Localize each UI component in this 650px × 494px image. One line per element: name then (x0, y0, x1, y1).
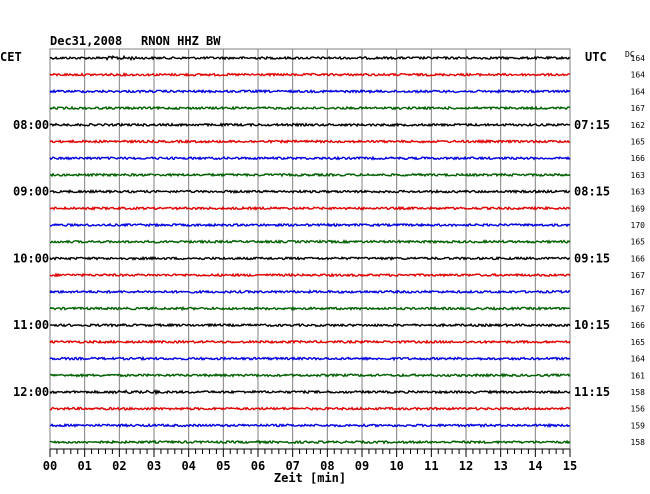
dc-offset-label: 167 (631, 305, 646, 314)
left-hour-label: 10:00 (13, 251, 49, 265)
x-tick-label: 07 (285, 459, 299, 473)
right-timezone-label: UTC (585, 50, 607, 64)
dc-offset-label: 165 (631, 138, 646, 147)
dc-offset-label: 167 (631, 104, 646, 113)
trace-6 (49, 155, 571, 161)
trace-23 (49, 439, 571, 445)
dc-offset-label: 164 (631, 355, 646, 364)
chart-station: RNON HHZ BW (141, 34, 221, 48)
trace-3 (49, 105, 571, 111)
dc-offset-label: 166 (631, 254, 646, 263)
x-tick-label: 03 (147, 459, 161, 473)
chart-date: Dec31,2008 (50, 34, 122, 48)
dc-offset-header: DC (625, 50, 635, 59)
dc-offset-label: 164 (631, 87, 646, 96)
dc-offset-label: 166 (631, 154, 646, 163)
x-tick-label: 14 (528, 459, 542, 473)
plot-frame (49, 48, 571, 450)
dc-offset-label: 170 (631, 221, 646, 230)
right-hour-label: 10:15 (574, 318, 610, 332)
dc-offset-label: 169 (631, 204, 646, 213)
right-hour-label: 08:15 (574, 185, 610, 199)
x-tick-label: 06 (251, 459, 265, 473)
x-tick-label: 13 (493, 459, 507, 473)
dc-offset-label: 164 (631, 71, 646, 80)
x-tick-label: 10 (389, 459, 403, 473)
trace-9 (49, 205, 571, 211)
trace-18 (49, 355, 571, 362)
x-tick-label: 00 (43, 459, 57, 473)
trace-1 (49, 72, 571, 78)
dc-offset-label: 163 (631, 171, 646, 180)
dc-offset-label: 158 (631, 388, 646, 397)
left-hour-label: 12:00 (13, 385, 49, 399)
seismic-traces (49, 54, 571, 445)
trace-22 (49, 422, 571, 429)
x-tick-label: 08 (320, 459, 334, 473)
x-tick-label: 05 (216, 459, 230, 473)
x-axis-title: Zeit [min] (274, 471, 346, 485)
dc-offset-label: 167 (631, 271, 646, 280)
trace-17 (49, 339, 571, 345)
dc-offset-label: 166 (631, 321, 646, 330)
dc-offset-label: 165 (631, 338, 646, 347)
right-hour-label: 11:15 (574, 385, 610, 399)
dc-offset-label: 162 (631, 121, 646, 130)
x-axis: 00 01 02 03 04 05 06 07 08 09 10 11 12 13 14 15 (43, 448, 577, 473)
trace-15 (49, 305, 571, 312)
trace-8 (49, 188, 571, 195)
right-hour-label: 07:15 (574, 118, 610, 132)
x-tick-label: 02 (112, 459, 126, 473)
trace-12 (49, 255, 571, 261)
trace-7 (49, 172, 571, 178)
dc-offset-label: 164 (631, 54, 646, 63)
trace-2 (49, 88, 571, 94)
trace-20 (49, 389, 571, 396)
x-tick-label: 01 (77, 459, 91, 473)
trace-21 (49, 406, 571, 412)
left-hour-label: 09:00 (13, 185, 49, 199)
hour-labels: 08:00 09:00 10:00 11:00 12:00 07:15 08:15 09:15… (13, 118, 610, 399)
trace-14 (49, 289, 571, 295)
trace-19 (49, 372, 571, 379)
x-tick-label: 09 (355, 459, 369, 473)
trace-4 (49, 122, 571, 128)
trace-5 (49, 139, 571, 145)
trace-16 (49, 322, 571, 328)
dc-offset-labels: 164 164 164 167 162 165 166 163 163 169 170 165 166 1… (631, 54, 646, 447)
dc-offset-label: 158 (631, 438, 646, 447)
trace-10 (50, 222, 571, 228)
left-hour-label: 11:00 (13, 318, 49, 332)
x-tick-label: 11 (424, 459, 438, 473)
minute-gridlines (84, 49, 536, 449)
trace-0 (49, 54, 571, 62)
x-tick-label: 04 (181, 459, 195, 473)
dc-offset-label: 156 (631, 405, 646, 414)
dc-offset-label: 163 (631, 188, 646, 197)
trace-13 (49, 272, 571, 278)
dc-offset-label: 167 (631, 288, 646, 297)
x-tick-label: 15 (563, 459, 577, 473)
right-hour-label: 09:15 (574, 251, 610, 265)
dc-offset-label: 165 (631, 238, 646, 247)
dc-offset-label: 161 (631, 371, 646, 380)
trace-11 (49, 239, 571, 245)
x-tick-label: 12 (459, 459, 473, 473)
dc-offset-label: 159 (631, 421, 646, 430)
left-hour-label: 08:00 (13, 118, 49, 132)
left-timezone-label: CET (0, 50, 22, 64)
